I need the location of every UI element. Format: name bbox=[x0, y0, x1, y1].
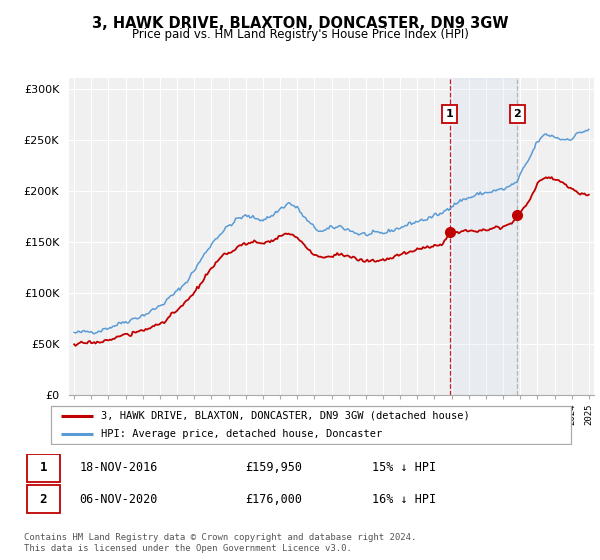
FancyBboxPatch shape bbox=[27, 454, 60, 482]
Text: 06-NOV-2020: 06-NOV-2020 bbox=[79, 493, 158, 506]
Text: HPI: Average price, detached house, Doncaster: HPI: Average price, detached house, Donc… bbox=[101, 430, 382, 439]
FancyBboxPatch shape bbox=[50, 406, 571, 444]
Text: £176,000: £176,000 bbox=[245, 493, 302, 506]
Text: 1: 1 bbox=[40, 461, 47, 474]
Text: 3, HAWK DRIVE, BLAXTON, DONCASTER, DN9 3GW: 3, HAWK DRIVE, BLAXTON, DONCASTER, DN9 3… bbox=[92, 16, 508, 31]
Text: 1: 1 bbox=[446, 109, 454, 119]
Text: Price paid vs. HM Land Registry's House Price Index (HPI): Price paid vs. HM Land Registry's House … bbox=[131, 28, 469, 41]
Text: 18-NOV-2016: 18-NOV-2016 bbox=[79, 461, 158, 474]
Text: 2: 2 bbox=[514, 109, 521, 119]
FancyBboxPatch shape bbox=[27, 485, 60, 513]
Text: 3, HAWK DRIVE, BLAXTON, DONCASTER, DN9 3GW (detached house): 3, HAWK DRIVE, BLAXTON, DONCASTER, DN9 3… bbox=[101, 411, 470, 421]
Text: 16% ↓ HPI: 16% ↓ HPI bbox=[372, 493, 436, 506]
Bar bbox=[449, 78, 517, 395]
Text: 15% ↓ HPI: 15% ↓ HPI bbox=[372, 461, 436, 474]
Text: Contains HM Land Registry data © Crown copyright and database right 2024.
This d: Contains HM Land Registry data © Crown c… bbox=[24, 533, 416, 553]
Text: 2: 2 bbox=[40, 493, 47, 506]
Text: £159,950: £159,950 bbox=[245, 461, 302, 474]
